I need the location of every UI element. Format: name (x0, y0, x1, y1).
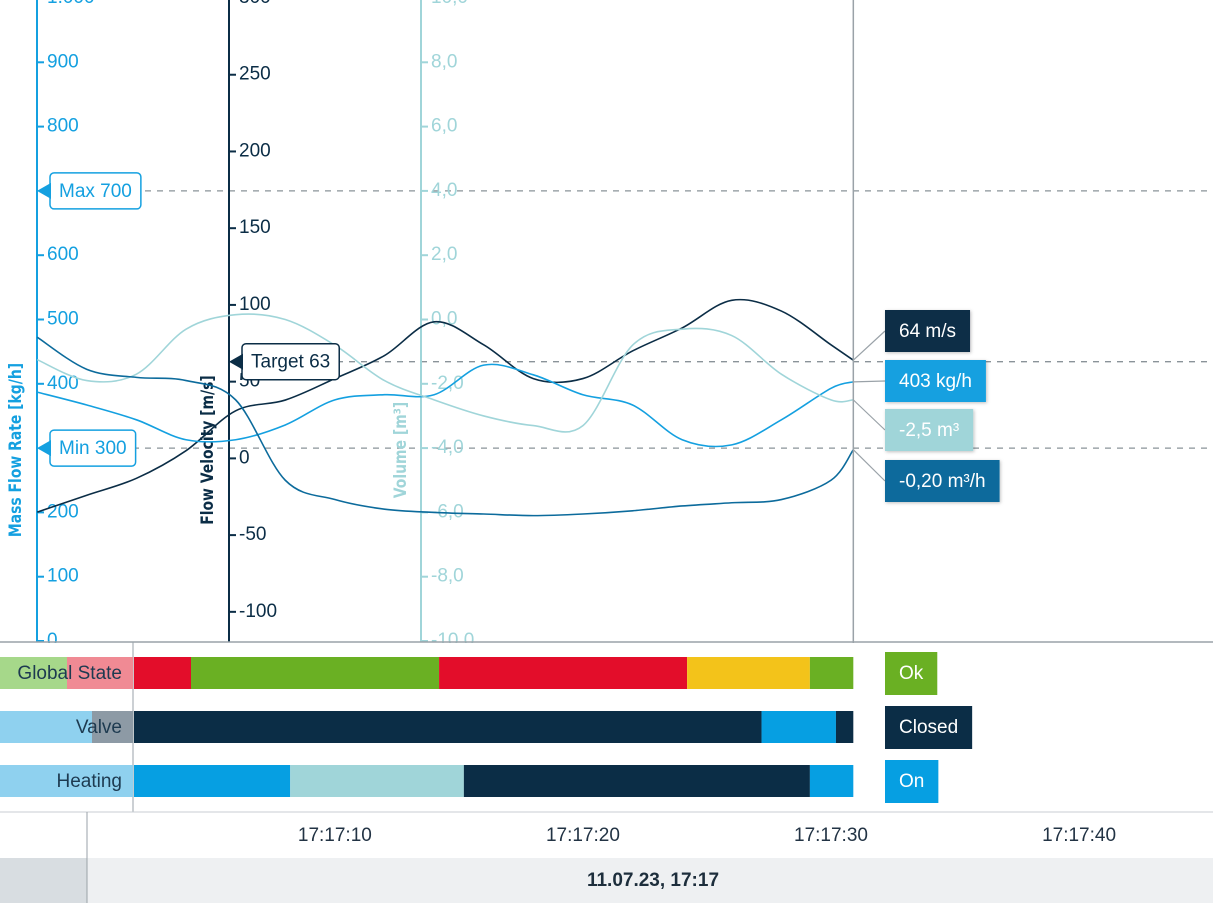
marker-pointer (37, 182, 51, 199)
y-tick-label: -100 (239, 601, 277, 622)
state-segment (809, 765, 854, 797)
readout-connector (853, 380, 886, 383)
readout-connector (852, 330, 886, 361)
limit-marker: Max 700 (37, 172, 142, 210)
x-tick-label: 17:17:10 (298, 825, 372, 846)
readout-value: 64 m/s (899, 321, 956, 342)
y-tick-label: 300 (239, 0, 271, 8)
date-bar-left (0, 858, 87, 903)
y-tick-label: 150 (239, 217, 271, 238)
axis-title: Mass Flow Rate [kg/h] (6, 363, 26, 537)
marker-label: Max 700 (59, 181, 132, 202)
y-tick-label: 200 (47, 501, 79, 522)
y-tick-label: 1.000 (47, 0, 95, 8)
y-tick-label: 10,0 (431, 0, 468, 8)
state-segment (835, 711, 854, 743)
x-tick-label: 17:17:30 (794, 825, 868, 846)
status-label: Closed (899, 717, 958, 738)
readout-connector (852, 399, 886, 431)
series-line (36, 313, 854, 433)
readout-box (885, 360, 986, 402)
row-label: Global State (17, 663, 122, 684)
x-tick-label: 17:17:20 (546, 825, 620, 846)
y-tick-label: -8,0 (431, 566, 464, 587)
series-line (36, 298, 854, 513)
row-label-bg (0, 765, 133, 797)
x-tick-label: 17:17:40 (1042, 825, 1116, 846)
marker-pointer (37, 440, 51, 457)
state-segment (133, 711, 762, 743)
marker-label: Min 300 (59, 438, 127, 459)
y-tick-label: 100 (47, 566, 79, 587)
state-segment (463, 765, 810, 797)
state-segment (439, 657, 688, 689)
row-label-bg (92, 711, 133, 743)
y-tick-label: 8,0 (431, 51, 457, 72)
readout-box (885, 460, 1000, 502)
status-box (885, 652, 938, 695)
status-box (885, 706, 973, 749)
row-label-bg (0, 711, 92, 743)
axis-title: Flow Velocity [m/s] (198, 375, 218, 525)
y-tick-label: 250 (239, 64, 271, 85)
y-tick-label: 100 (239, 294, 271, 315)
row-label: Heating (57, 771, 123, 792)
y-tick-label: 900 (47, 51, 79, 72)
status-label: On (899, 771, 924, 792)
marker-label: Target 63 (251, 352, 330, 373)
y-tick-label: -6,0 (431, 501, 464, 522)
readout-connector (852, 449, 886, 482)
row-label-bg (0, 657, 67, 689)
row-label-bg (67, 657, 133, 689)
overlay: Max 700 Min 300 Target 63 64 m/s 403 kg/h -2,… (37, 172, 1000, 502)
row-label: Valve (76, 717, 122, 738)
plot-area: 1.000 900 800 600 500 400 200 100 0 Mass Flow Rat… (6, 0, 1213, 812)
y-tick-label: 500 (47, 309, 79, 330)
state-segment (133, 765, 291, 797)
marker-pointer (229, 353, 243, 370)
date-label: 11.07.23, 17:17 (587, 870, 719, 891)
y-tick-label: 0 (239, 447, 250, 468)
y-tick-label: 4,0 (431, 180, 457, 201)
y-tick-label: 400 (47, 373, 79, 394)
state-segment (809, 657, 854, 689)
axis-title: Volume [m³] (391, 402, 411, 498)
y-tick-label: -2,0 (431, 373, 464, 394)
state-segment (191, 657, 440, 689)
state-segment (761, 711, 836, 743)
readout-box (885, 409, 974, 451)
limit-marker: Min 300 (37, 429, 137, 467)
y-tick-label: 2,0 (431, 244, 457, 265)
readout-value: -0,20 m³/h (899, 471, 986, 492)
y-tick-label: -4,0 (431, 437, 464, 458)
state-segment (687, 657, 810, 689)
readout-value: 403 kg/h (899, 371, 972, 392)
readout-box (885, 310, 971, 352)
state-segment (290, 765, 464, 797)
y-tick-label: 0 (47, 630, 58, 651)
status-label: Ok (899, 663, 924, 684)
y-tick-label: -50 (239, 524, 266, 545)
series-line (37, 363, 854, 448)
y-tick-label: 6,0 (431, 116, 457, 137)
state-panel: 11.07.23, 17:17 Global State Ok Valve Close… (0, 641, 1213, 903)
limit-marker: Target 63 (229, 342, 340, 381)
state-segment (133, 657, 192, 689)
y-tick-label: 600 (47, 244, 79, 265)
readout-value: -2,5 m³ (899, 420, 959, 441)
y-tick-label: 800 (47, 116, 79, 137)
series-line (36, 336, 854, 517)
date-bar (87, 858, 1213, 903)
status-box (885, 760, 939, 803)
y-tick-label: 200 (239, 140, 271, 161)
